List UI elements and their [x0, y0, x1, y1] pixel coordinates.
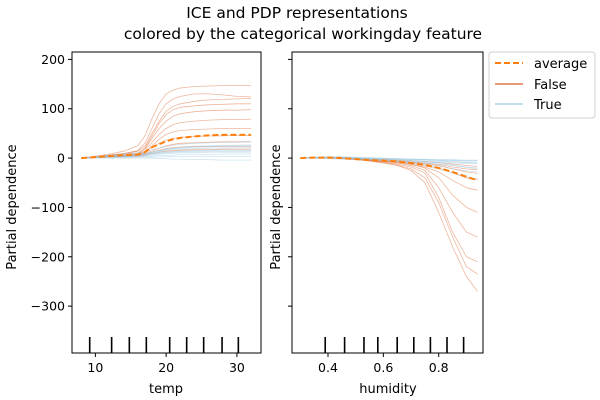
- ice-line-false: [300, 157, 478, 213]
- x-tick-label: 0.6: [373, 360, 393, 375]
- x-tick-label: 30: [229, 360, 245, 375]
- ice-line-true: [81, 150, 252, 159]
- ice-line-false: [81, 85, 252, 159]
- axes-frame: [71, 51, 262, 354]
- y-axis-label-humidity: Partial dependence: [269, 144, 284, 269]
- y-tick-label: 0: [57, 151, 65, 166]
- legend-label-true: True: [533, 98, 562, 113]
- legend-label-false: False: [534, 78, 567, 93]
- chart-title-line-2: colored by the categorical workingday fe…: [124, 25, 482, 43]
- x-tick-label: 20: [158, 360, 174, 375]
- y-axis-label-temp: Partial dependence: [5, 144, 20, 269]
- legend: average False True: [488, 51, 596, 119]
- axes-frame: [291, 51, 484, 354]
- average-pdp-line: [300, 156, 478, 182]
- y-tick-label: −200: [31, 249, 65, 264]
- temp-panel: 200 100 0 −100 −200 −300 10 20 30: [31, 51, 262, 375]
- average-pdp-line: [81, 133, 252, 160]
- x-axis-label-humidity: humidity: [359, 382, 417, 397]
- x-tick-label: 10: [87, 360, 103, 375]
- ice-line-false: [300, 157, 478, 292]
- chart-title-line-1: ICE and PDP representations: [186, 4, 408, 22]
- ice-line-true: [81, 141, 252, 159]
- y-tick-label: −100: [31, 200, 65, 215]
- ice-line-true: [81, 157, 252, 161]
- legend-frame: [488, 51, 596, 119]
- humidity-panel: 0.4 0.6 0.8: [288, 51, 484, 375]
- ice-line-false: [300, 157, 478, 275]
- ice-lines: [300, 156, 478, 292]
- y-tick-label: −300: [31, 299, 65, 314]
- ice-line-true: [81, 145, 252, 159]
- ice-lines: [81, 85, 252, 161]
- legend-label-average: average: [534, 57, 587, 72]
- ice-line-true: [81, 156, 252, 159]
- x-axis-label-temp: temp: [149, 382, 183, 397]
- x-tick-label: 0.4: [318, 360, 338, 375]
- y-tick-label: 100: [41, 101, 65, 116]
- y-tick-label: 200: [41, 52, 65, 67]
- x-tick-label: 0.8: [429, 360, 449, 375]
- ice-line-true: [81, 153, 252, 159]
- ice-line-false: [300, 157, 478, 238]
